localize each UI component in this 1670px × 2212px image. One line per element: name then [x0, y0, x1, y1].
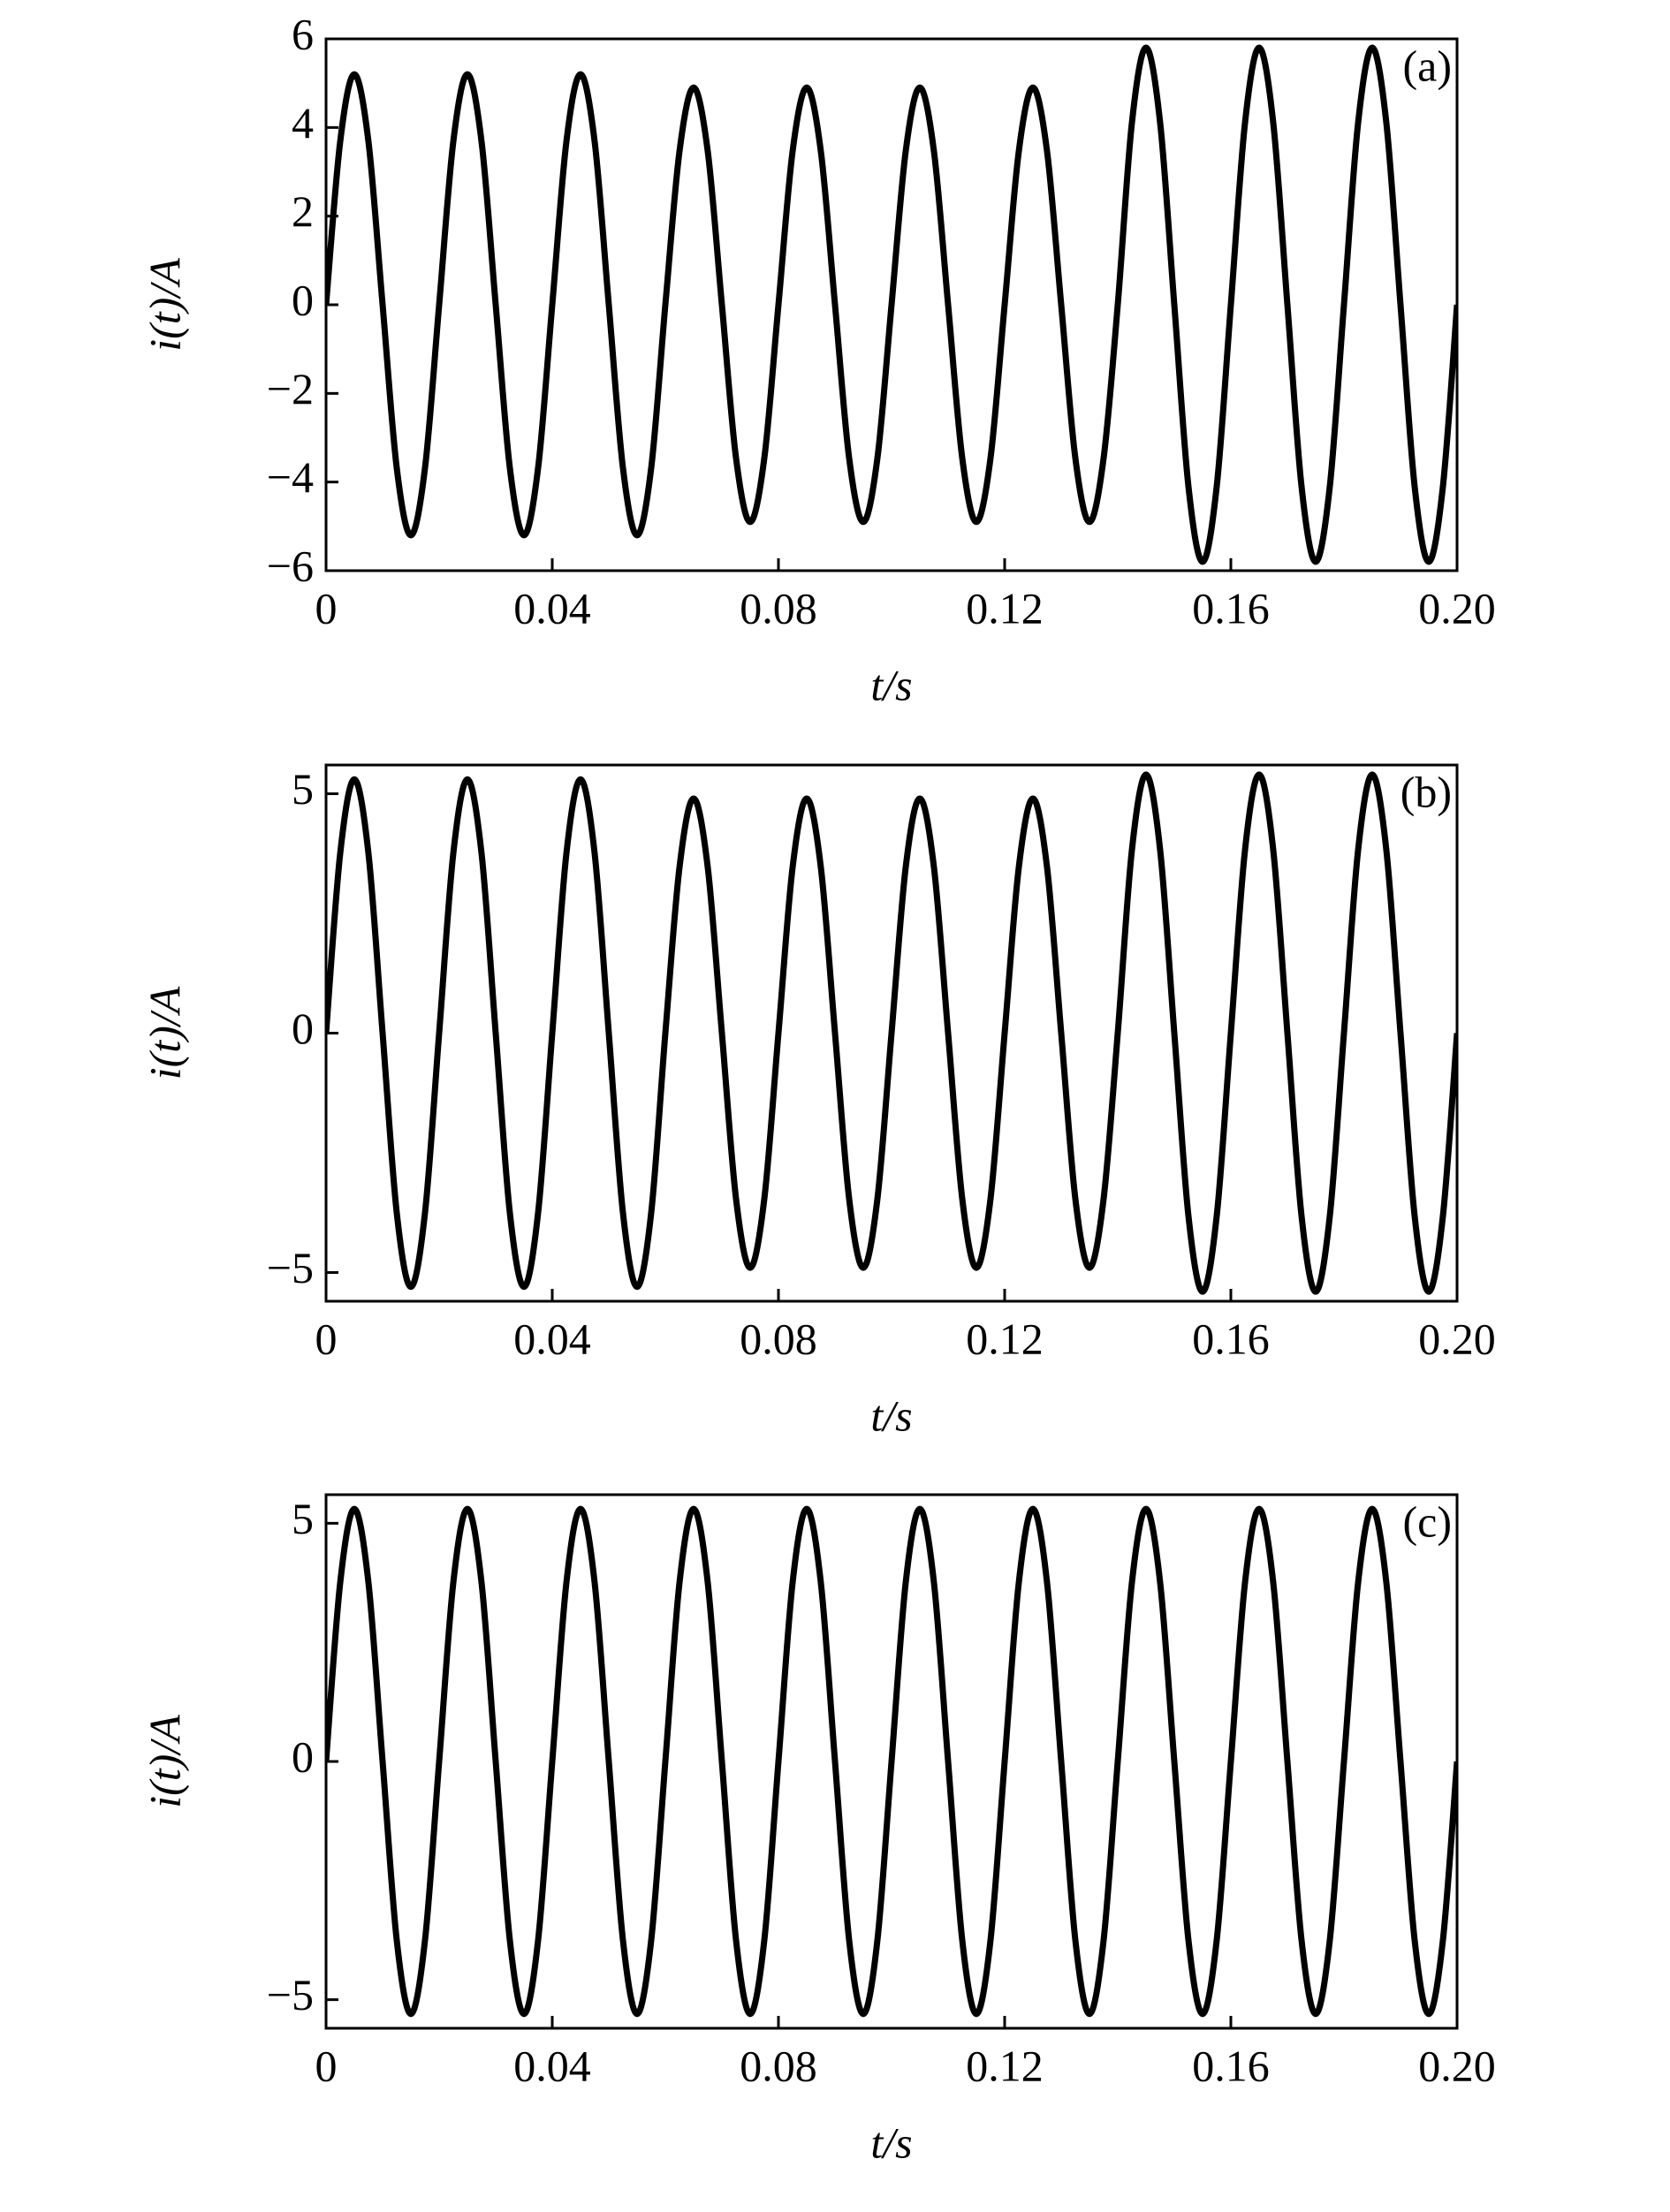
y-axis-label: i(t)/A	[140, 986, 189, 1079]
x-tick-label: 0.04	[513, 583, 591, 633]
y-tick-label: 5	[292, 1494, 314, 1543]
x-tick-label: 0.20	[1418, 2041, 1496, 2090]
x-tick-label: 0	[315, 2041, 338, 2090]
x-axis-label: t/s	[870, 1390, 912, 1440]
x-axis-label: t/s	[870, 2117, 912, 2167]
y-tick-label: −4	[267, 452, 314, 502]
x-tick-label: 0.16	[1192, 1314, 1270, 1363]
x-tick-label: 0.04	[513, 2041, 591, 2090]
y-tick-label: 4	[292, 98, 314, 148]
y-tick-label: −5	[267, 1970, 314, 2019]
plot-area	[326, 1505, 1457, 2018]
x-tick-label: 0.08	[740, 1314, 817, 1363]
x-tick-label: 0	[315, 1314, 338, 1363]
x-tick-label: 0.16	[1192, 583, 1270, 633]
plot-area	[326, 44, 1457, 565]
y-axis-label: i(t)/A	[140, 258, 189, 352]
current-curve	[326, 44, 1457, 565]
panel-label: (a)	[1403, 41, 1453, 90]
x-tick-label: 0.08	[740, 2041, 817, 2090]
y-tick-label: −6	[267, 541, 314, 590]
y-tick-label: 5	[292, 764, 314, 814]
x-tick-label: 0	[315, 583, 338, 633]
panel-label: (b)	[1401, 767, 1452, 816]
x-tick-label: 0.16	[1192, 2041, 1270, 2090]
x-tick-label: 0.20	[1418, 1314, 1496, 1363]
panel-label: (c)	[1403, 1496, 1453, 1546]
y-tick-label: 0	[292, 275, 314, 324]
x-axis-label: t/s	[870, 660, 912, 709]
x-tick-label: 0.12	[966, 1314, 1044, 1363]
y-tick-label: 0	[292, 1731, 314, 1781]
x-tick-label: 0.12	[966, 583, 1044, 633]
y-tick-label: 2	[292, 186, 314, 236]
x-tick-label: 0.08	[740, 583, 817, 633]
plot-area	[326, 771, 1457, 1295]
y-axis-label: i(t)/A	[140, 1715, 189, 1808]
current-curve	[326, 1505, 1457, 2018]
x-tick-label: 0.04	[513, 1314, 591, 1363]
y-tick-label: 0	[292, 1004, 314, 1053]
y-tick-label: 6	[292, 9, 314, 58]
y-tick-label: −2	[267, 364, 314, 413]
x-tick-label: 0.20	[1418, 583, 1496, 633]
y-tick-label: −5	[267, 1243, 314, 1292]
current-curve	[326, 771, 1457, 1295]
x-tick-label: 0.12	[966, 2041, 1044, 2090]
